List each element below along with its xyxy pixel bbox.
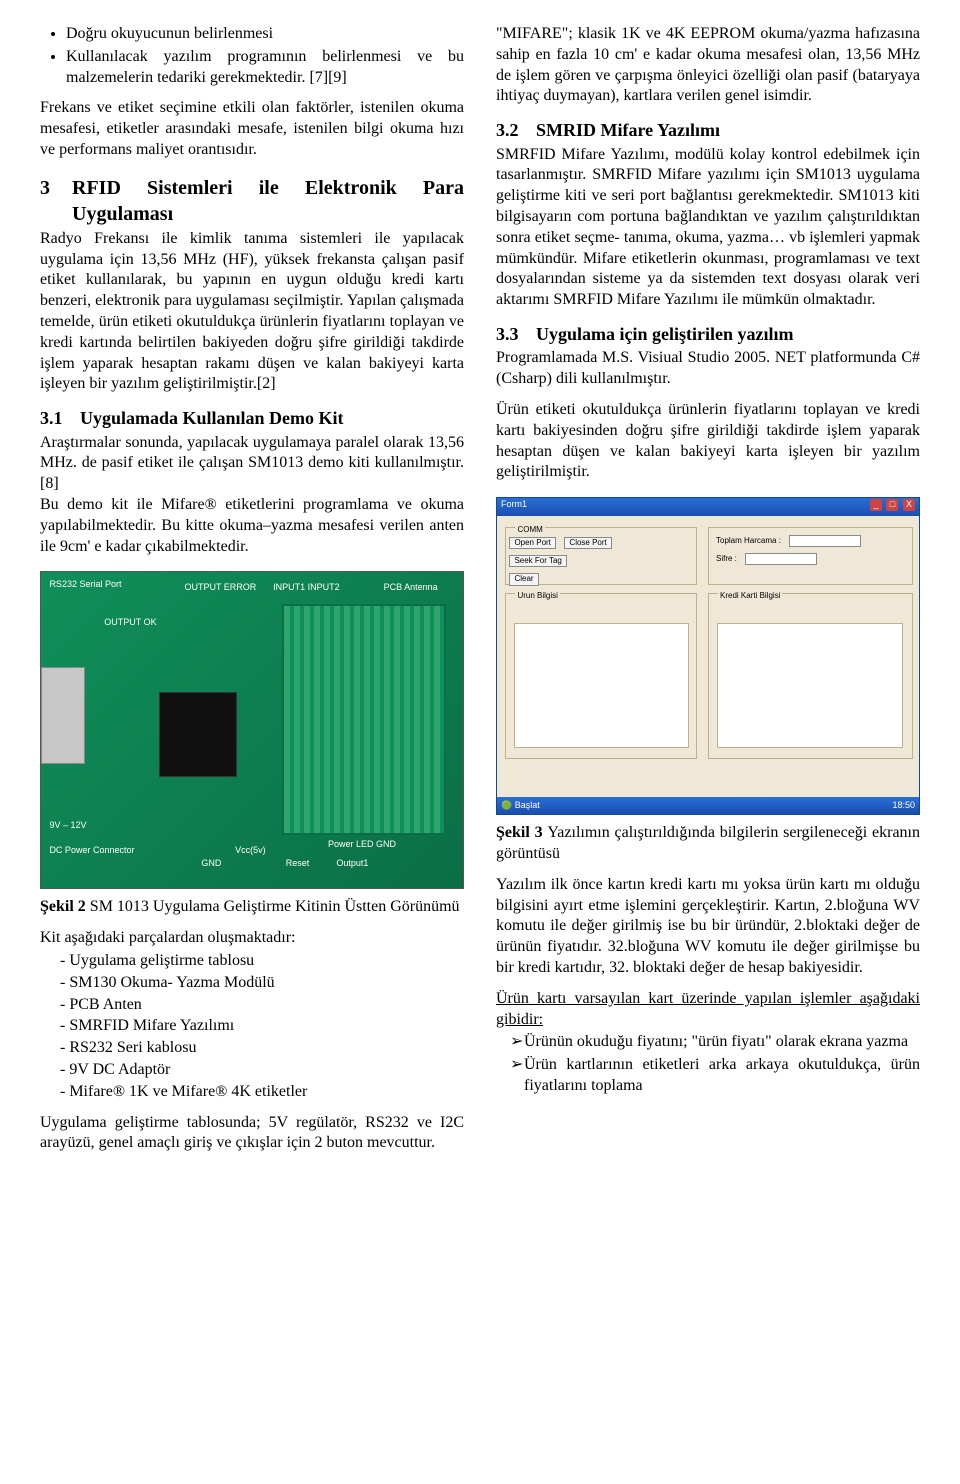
list-item: Ürün kartlarının etiketleri arka arkaya … [510, 1055, 920, 1097]
app-title: Form1 [501, 499, 527, 515]
paragraph: Yazılım ilk önce kartın kredi kartı mı y… [496, 875, 920, 979]
board-label: Output1 [336, 858, 368, 870]
total-label: Toplam Harcama : [716, 536, 781, 546]
figure-text: SM 1013 Uygulama Geliştirme Kitinin Üstt… [90, 898, 460, 915]
taskbar-clock: 18:50 [892, 800, 915, 812]
section-3-1-heading: 3.1 Uygulamada Kullanılan Demo Kit [40, 407, 464, 430]
figure-label: Şekil 3 [496, 824, 547, 841]
window-controls: _ □ X [868, 499, 915, 515]
section-number: 3.3 [496, 323, 526, 346]
section-title: Uygulamada Kullanılan Demo Kit [80, 407, 344, 430]
list-item: Ürünün okuduğu fiyatını; "ürün fiyatı" o… [510, 1032, 920, 1053]
paragraph: Bu demo kit ile Mifare® etiketlerini pro… [40, 495, 464, 557]
info-groupbox: Toplam Harcama : Sifre : [708, 527, 913, 586]
sifre-field[interactable] [745, 553, 817, 565]
board-label: GND [201, 858, 221, 870]
bullet-item: Kullanılacak yazılım programının belirle… [66, 47, 464, 89]
figure-3-caption: Şekil 3 Yazılımın çalıştırıldığında bilg… [496, 823, 920, 865]
board-label: INPUT1 INPUT2 [273, 582, 340, 594]
section-title: RFID Sistemleri ile Elektronik Para Uygu… [72, 175, 464, 227]
figure-label: Şekil 2 [40, 898, 90, 915]
minimize-icon[interactable]: _ [870, 499, 882, 511]
list-item: - RS232 Seri kablosu [60, 1038, 464, 1059]
kit-parts-list: - Uygulama geliştirme tablosu - SM130 Ok… [40, 951, 464, 1103]
comm-groupbox: COMM Open Port Close Port Seek For Tag C… [505, 527, 697, 586]
section-3-heading: 3 RFID Sistemleri ile Elektronik Para Uy… [40, 175, 464, 227]
section-title: Uygulama için geliştirilen yazılım [536, 323, 793, 346]
kredi-groupbox: Kredi Karti Bilgisi [708, 593, 913, 759]
pcb-antenna-shape [282, 604, 446, 836]
paragraph: Uygulama geliştirme tablosunda; 5V regül… [40, 1113, 464, 1155]
figure-2: RS232 Serial Port OUTPUT OK OUTPUT ERROR… [40, 571, 464, 889]
close-port-button[interactable]: Close Port [564, 537, 611, 549]
list-item: - SMRFID Mifare Yazılımı [60, 1016, 464, 1037]
paragraph: "MIFARE"; klasik 1K ve 4K EEPROM okuma/y… [496, 24, 920, 107]
board-label: Power LED GND [328, 839, 396, 851]
app-window: Form1 _ □ X COMM Open Port Close Port Se… [496, 497, 920, 815]
list-item: - Mifare® 1K ve Mifare® 4K etiketler [60, 1082, 464, 1103]
kredi-textarea[interactable] [717, 623, 903, 748]
app-titlebar: Form1 _ □ X [497, 498, 919, 516]
paragraph: Araştırmalar sonunda, yapılacak uygulama… [40, 433, 464, 495]
clear-button[interactable]: Clear [509, 573, 538, 585]
start-button[interactable]: 🟢 Başlat [501, 800, 540, 812]
figure-2-caption: Şekil 2 SM 1013 Uygulama Geliştirme Kiti… [40, 897, 464, 918]
paragraph: Radyo Frekansı ile kimlik tanıma sisteml… [40, 229, 464, 395]
figure-3: Form1 _ □ X COMM Open Port Close Port Se… [496, 497, 920, 815]
kredi-group-label: Kredi Karti Bilgisi [718, 591, 782, 601]
board-label: OUTPUT ERROR [184, 582, 256, 594]
board-label: 9V – 12V [49, 820, 86, 832]
paragraph: Ürün etiketi okutuldukça ürünlerin fiyat… [496, 400, 920, 483]
maximize-icon[interactable]: □ [886, 499, 898, 511]
section-title: SMRID Mifare Yazılımı [536, 119, 720, 142]
close-icon[interactable]: X [903, 499, 915, 511]
total-field[interactable] [789, 535, 861, 547]
open-port-button[interactable]: Open Port [509, 537, 555, 549]
serial-port-shape [41, 667, 85, 764]
paragraph: Frekans ve etiket seçimine etkili olan f… [40, 98, 464, 160]
urun-textarea[interactable] [514, 623, 689, 748]
pcb-board-illustration: RS232 Serial Port OUTPUT OK OUTPUT ERROR… [40, 571, 464, 889]
urun-groupbox: Urun Bilgisi [505, 593, 697, 759]
board-label: Reset [286, 858, 310, 870]
arrow-list: Ürünün okuduğu fiyatını; "ürün fiyatı" o… [496, 1032, 920, 1096]
taskbar: 🟢 Başlat 18:50 [497, 797, 919, 814]
list-item: - SM130 Okuma- Yazma Modülü [60, 973, 464, 994]
sifre-label: Sifre : [716, 554, 737, 564]
board-label: RS232 Serial Port [49, 579, 121, 591]
paragraph: Programlamada M.S. Visiual Studio 2005. … [496, 348, 920, 390]
bullet-item: Doğru okuyucunun belirlenmesi [66, 24, 464, 45]
list-item: - Uygulama geliştirme tablosu [60, 951, 464, 972]
bullet-list: Doğru okuyucunun belirlenmesi Kullanılac… [40, 24, 464, 88]
seek-tag-button[interactable]: Seek For Tag [509, 555, 566, 567]
board-label: DC Power Connector [49, 845, 134, 857]
right-column: "MIFARE"; klasik 1K ve 4K EEPROM okuma/y… [496, 24, 920, 1164]
chip-shape [159, 692, 237, 776]
left-column: Doğru okuyucunun belirlenmesi Kullanılac… [40, 24, 464, 1164]
figure-text: Yazılımın çalıştırıldığında bilgilerin s… [496, 824, 920, 862]
section-number: 3.1 [40, 407, 70, 430]
board-label: OUTPUT OK [104, 617, 156, 629]
paragraph: SMRFID Mifare Yazılımı, modülü kolay kon… [496, 145, 920, 311]
section-3-3-heading: 3.3 Uygulama için geliştirilen yazılım [496, 323, 920, 346]
board-label: PCB Antenna [384, 582, 438, 594]
kit-intro: Kit aşağıdaki parçalardan oluşmaktadır: [40, 928, 464, 949]
board-label: Vcc(5v) [235, 845, 266, 857]
underlined-intro: Ürün kartı varsayılan kart üzerinde yapı… [496, 989, 920, 1031]
section-3-2-heading: 3.2 SMRID Mifare Yazılımı [496, 119, 920, 142]
list-item: - PCB Anten [60, 995, 464, 1016]
list-item: - 9V DC Adaptör [60, 1060, 464, 1081]
section-number: 3 [40, 175, 58, 227]
section-number: 3.2 [496, 119, 526, 142]
urun-group-label: Urun Bilgisi [515, 591, 559, 601]
